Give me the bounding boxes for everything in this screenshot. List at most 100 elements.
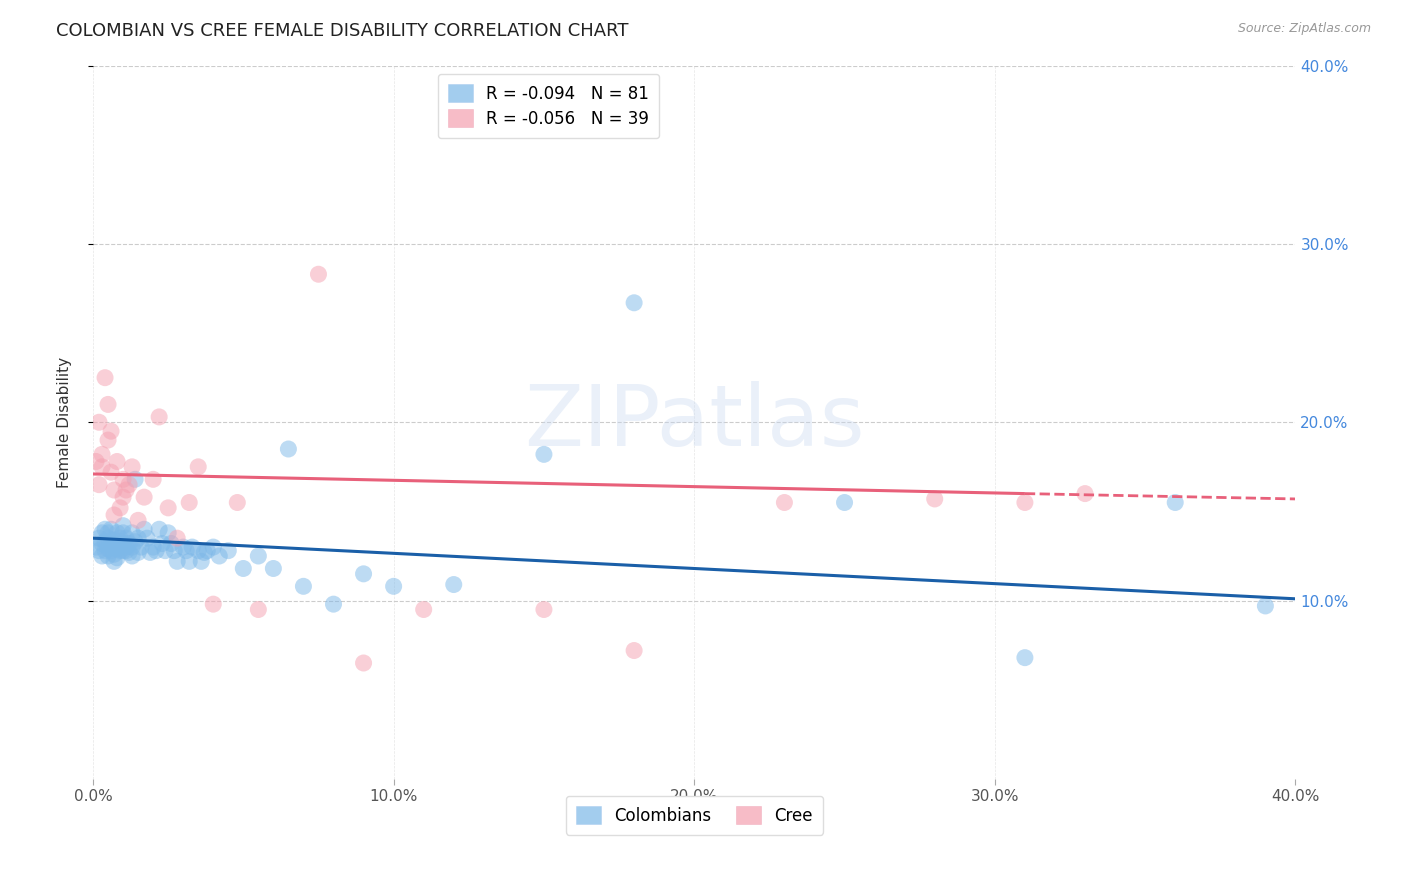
Point [118,477,141,491]
Point [112,490,135,504]
Point [97,433,120,447]
Point [121,549,143,563]
Point [1014,495,1036,509]
Point [112,472,135,486]
Point [103,533,125,547]
Point [142,472,165,486]
Point [153,543,176,558]
Point [148,522,170,536]
Point [127,531,149,545]
Point [533,447,555,461]
Point [115,540,138,554]
Point [382,579,405,593]
Point [157,500,180,515]
Point [232,561,254,575]
Point [129,540,152,554]
Point [187,459,209,474]
Point [91,536,114,550]
Point [108,500,131,515]
Point [834,495,856,509]
Point [353,656,375,670]
Point [1164,495,1187,509]
Point [623,643,645,657]
Point [105,525,128,540]
Point [121,459,143,474]
Point [124,534,146,549]
Point [112,543,135,558]
Point [115,531,138,545]
Point [121,540,143,554]
Point [179,554,201,568]
Point [87,531,110,545]
Point [112,536,135,550]
Point [91,549,114,563]
Point [97,397,120,411]
Point [924,491,946,506]
Point [121,525,143,540]
Point [127,513,149,527]
Point [179,495,201,509]
Point [134,522,156,536]
Point [91,447,114,461]
Point [112,525,135,540]
Point [322,597,344,611]
Y-axis label: Female Disability: Female Disability [58,357,72,488]
Point [115,543,138,558]
Point [208,549,231,563]
Point [134,490,156,504]
Point [91,459,114,474]
Point [150,536,173,550]
Point [247,602,270,616]
Point [103,483,125,497]
Point [124,472,146,486]
Point [112,518,135,533]
Point [97,525,120,540]
Point [623,295,645,310]
Point [136,531,159,545]
Point [84,540,107,554]
Point [87,415,110,429]
Point [187,543,209,558]
Point [533,602,555,616]
Point [148,409,170,424]
Point [172,540,194,554]
Point [202,597,225,611]
Point [103,540,125,554]
Point [97,531,120,545]
Point [1014,650,1036,665]
Point [193,545,215,559]
Point [118,536,141,550]
Point [226,495,249,509]
Point [97,541,120,556]
Point [100,543,122,558]
Point [118,545,141,559]
Point [443,577,465,591]
Point [181,540,204,554]
Point [247,549,270,563]
Point [108,531,131,545]
Text: COLOMBIAN VS CREE FEMALE DISABILITY CORRELATION CHART: COLOMBIAN VS CREE FEMALE DISABILITY CORR… [56,22,628,40]
Point [142,540,165,554]
Point [773,495,796,509]
Point [94,522,117,536]
Point [308,267,330,281]
Point [105,550,128,565]
Point [100,465,122,479]
Text: Source: ZipAtlas.com: Source: ZipAtlas.com [1237,22,1371,36]
Point [127,545,149,559]
Point [166,554,188,568]
Point [100,536,122,550]
Point [87,543,110,558]
Point [217,543,239,558]
Text: ZIPatlas: ZIPatlas [524,381,865,464]
Point [100,522,122,536]
Point [105,541,128,556]
Point [1254,599,1277,613]
Point [202,540,225,554]
Point [163,543,186,558]
Point [97,549,120,563]
Point [195,543,218,558]
Point [292,579,315,593]
Point [103,547,125,561]
Point [91,525,114,540]
